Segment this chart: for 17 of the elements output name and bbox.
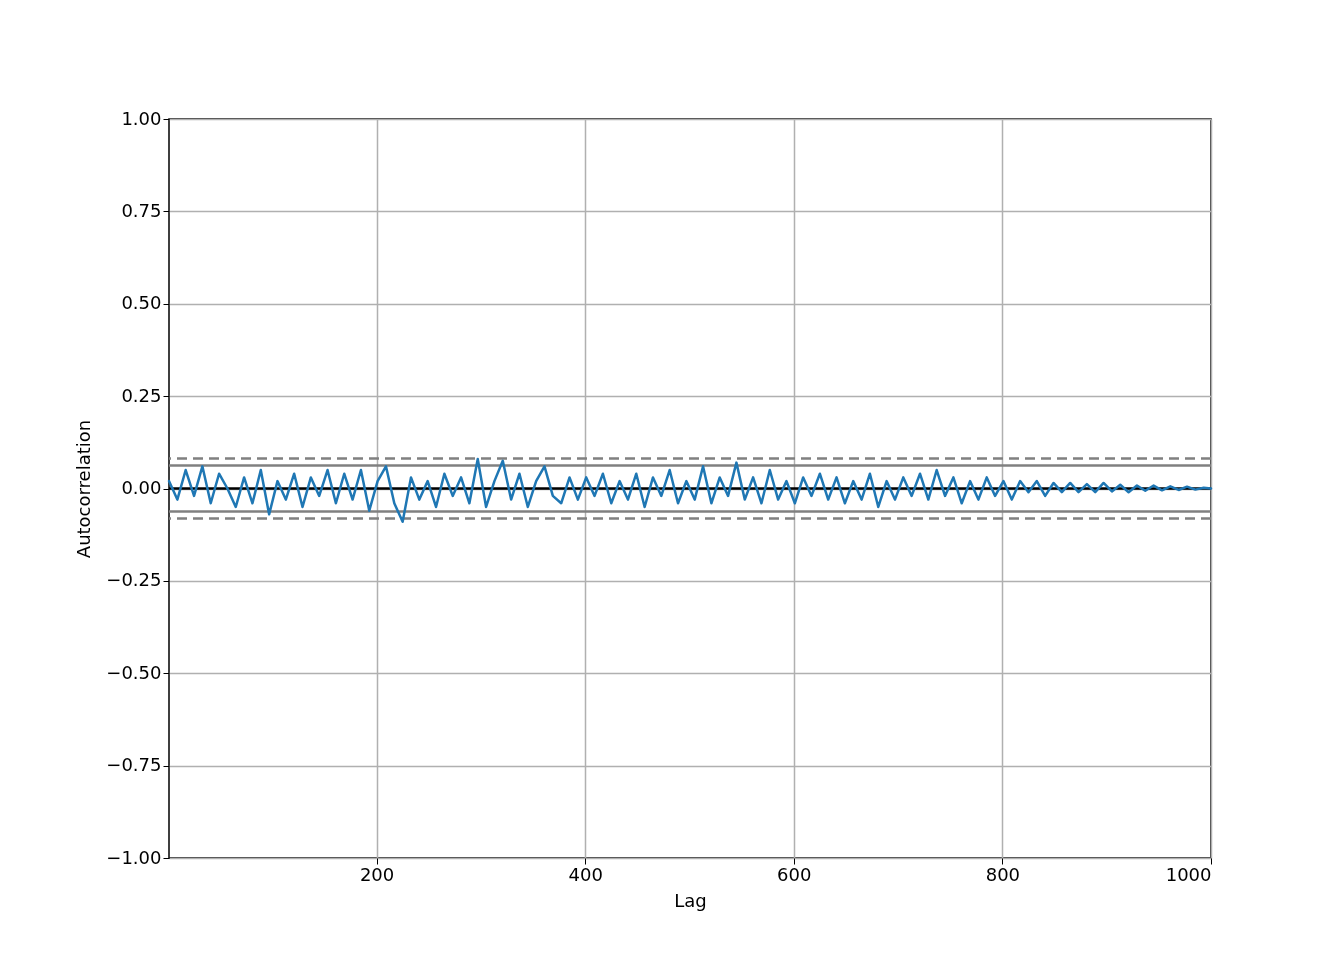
y-tick-label: 0.50 bbox=[121, 292, 162, 314]
x-tick-label: 600 bbox=[777, 863, 812, 885]
x-tick-label: 1000 bbox=[1165, 863, 1212, 885]
x-tick-label: 800 bbox=[985, 863, 1021, 885]
y-tick-label: −0.50 bbox=[106, 661, 162, 683]
y-tick-label: −1.00 bbox=[106, 846, 162, 868]
y-tick-label: 1.00 bbox=[121, 107, 162, 129]
x-tick-label: 200 bbox=[359, 863, 395, 885]
y-tick-label: 0.25 bbox=[121, 384, 162, 406]
x-tick-label: 400 bbox=[568, 863, 603, 885]
y-axis-title: Autocorrelation bbox=[73, 419, 95, 559]
y-tick-label: 0.75 bbox=[121, 199, 162, 221]
x-axis-title: Lag bbox=[674, 889, 707, 911]
y-tick-label: 0.00 bbox=[121, 477, 162, 498]
y-tick-label: −0.25 bbox=[106, 569, 162, 591]
line-series bbox=[167, 457, 1213, 524]
y-tick-label: −0.75 bbox=[106, 754, 162, 776]
